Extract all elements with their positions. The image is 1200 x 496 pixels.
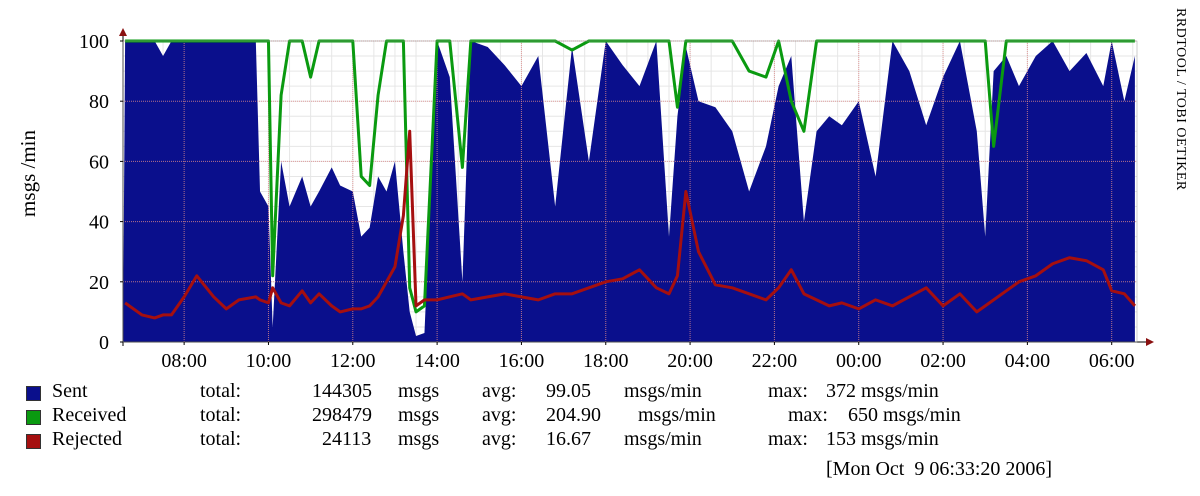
legend-label-rejected: Rejected <box>52 428 122 450</box>
y-axis-arrow <box>119 28 127 36</box>
x-tick-label: 16:00 <box>499 350 545 372</box>
x-axis-arrow <box>1146 338 1154 346</box>
legend-total-value: 298479 <box>312 404 372 426</box>
legend-avg-unit: msgs/min <box>638 404 716 426</box>
y-tick-label: 60 <box>89 151 109 173</box>
legend-total-unit: msgs <box>398 404 440 426</box>
x-tick-label: 06:00 <box>1089 350 1135 372</box>
watermark: RRDTOOL / TOBI OETIKER <box>1172 8 1194 278</box>
legend-total-value: 144305 <box>312 380 372 402</box>
legend-total-label: total: <box>200 428 242 450</box>
y-tick-label: 0 <box>99 332 109 354</box>
series-area-sent <box>123 41 1135 342</box>
legend-avg-label: avg: <box>482 404 517 426</box>
plot-frame <box>122 40 1138 343</box>
legend-avg-value: 204.90 <box>546 404 601 426</box>
legend-avg-value: 16.67 <box>546 428 591 450</box>
y-axis-label: msgs /min <box>8 130 48 250</box>
y-tick-label: 40 <box>89 212 109 234</box>
y-axis-label-text: msgs /min <box>16 130 40 217</box>
legend-avg-unit: msgs/min <box>624 380 702 402</box>
y-tick-label: 80 <box>89 91 109 113</box>
x-tick-label: 18:00 <box>583 350 629 372</box>
y-tick-label: 100 <box>79 31 109 53</box>
chart-canvas: 0 20 40 60 80 100 08:00 10:00 12:00 14:00 16:00 18… <box>79 28 1154 372</box>
x-tick-label: 22:00 <box>752 350 798 372</box>
legend-total-unit: msgs <box>398 428 440 450</box>
legend-label-received: Received <box>52 404 127 426</box>
x-tick-label: 20:00 <box>667 350 713 372</box>
legend-avg-unit: msgs/min <box>624 428 702 450</box>
timestamp: [Mon Oct 9 06:33:20 2006] <box>826 458 1053 480</box>
legend-total-label: total: <box>200 404 242 426</box>
legend-total-value: 24113 <box>322 428 372 450</box>
legend-swatch-received <box>26 410 41 425</box>
x-tick-label: 14:00 <box>414 350 460 372</box>
axes <box>119 28 1154 346</box>
legend-label-sent: Sent <box>52 380 88 402</box>
legend-max-label: max: <box>768 380 808 402</box>
watermark-text: RRDTOOL / TOBI OETIKER <box>1173 8 1188 191</box>
legend-max-value: 153 msgs/min <box>826 428 939 450</box>
y-tick-label: 20 <box>89 272 109 294</box>
x-tick-label: 02:00 <box>920 350 966 372</box>
legend-avg-label: avg: <box>482 428 517 450</box>
x-tick-label: 08:00 <box>161 350 207 372</box>
legend-row-sent: Sent total: 144305 msgs avg: 99.05 msgs/… <box>26 380 1176 404</box>
legend-total-label: total: <box>200 380 242 402</box>
legend-max-value: 372 msgs/min <box>826 380 939 402</box>
legend-max-label: max: <box>768 428 808 450</box>
x-tick-label: 10:00 <box>246 350 292 372</box>
legend-max-value: 650 msgs/min <box>848 404 961 426</box>
legend-row-received: Received total: 298479 msgs avg: 204.90 … <box>26 404 1176 428</box>
legend: Sent total: 144305 msgs avg: 99.05 msgs/… <box>26 380 1176 452</box>
legend-avg-label: avg: <box>482 380 517 402</box>
legend-swatch-rejected <box>26 434 41 449</box>
y-tick-labels: 0 20 40 60 80 100 <box>79 31 109 354</box>
x-tick-label: 04:00 <box>1005 350 1051 372</box>
legend-row-rejected: Rejected total: 24113 msgs avg: 16.67 ms… <box>26 428 1176 452</box>
legend-avg-value: 99.05 <box>546 380 591 402</box>
legend-total-unit: msgs <box>398 380 440 402</box>
legend-max-label: max: <box>788 404 828 426</box>
x-tick-labels: 08:00 10:00 12:00 14:00 16:00 18:00 20:00 22:00… <box>161 350 1134 372</box>
x-tick-label: 00:00 <box>836 350 882 372</box>
x-tick-label: 12:00 <box>330 350 376 372</box>
legend-swatch-sent <box>26 386 41 401</box>
series-line-rejected <box>124 129 1137 320</box>
